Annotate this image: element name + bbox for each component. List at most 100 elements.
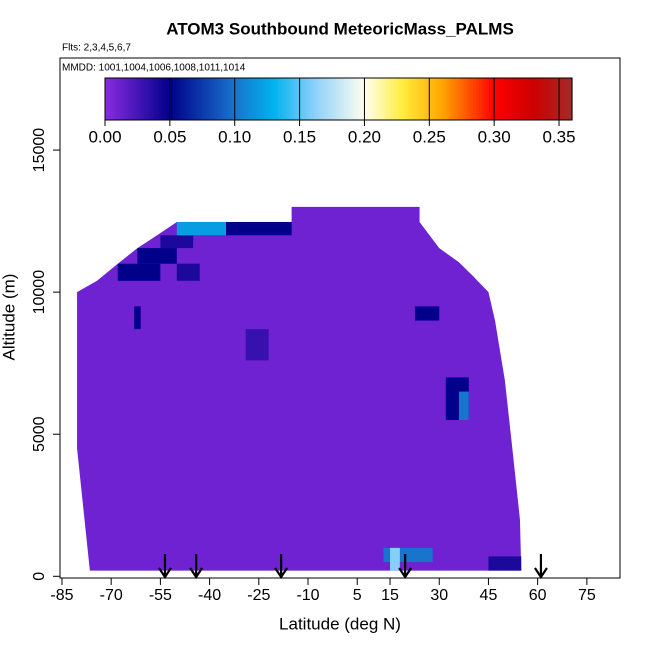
- heat-cell: [245, 329, 269, 361]
- colorbar-swatch: [242, 78, 246, 120]
- colorbar-swatch: [450, 78, 454, 120]
- heat-cell: [176, 263, 200, 281]
- colorbar-swatch: [390, 78, 394, 120]
- colorbar-swatch: [180, 78, 184, 120]
- y-tick-label: 5000: [31, 416, 48, 452]
- colorbar-swatch: [175, 78, 179, 120]
- colorbar-swatch: [348, 78, 353, 120]
- colorbar-swatch: [411, 78, 415, 120]
- heat-cell: [137, 248, 177, 264]
- colorbar-swatch: [460, 78, 464, 120]
- colorbar-swatch: [522, 78, 526, 120]
- colorbar-swatch: [245, 78, 249, 120]
- colorbar-swatch: [255, 78, 259, 120]
- colorbar-swatch: [535, 78, 539, 120]
- colorbar-swatch: [346, 78, 350, 120]
- colorbar-swatch: [234, 78, 238, 120]
- colorbar-swatch: [146, 78, 150, 120]
- colorbar-swatch: [431, 78, 436, 120]
- subtitle: Flts: 2,3,4,5,6,7: [62, 43, 131, 54]
- colorbar-swatch: [216, 78, 220, 120]
- y-tick-label: 0: [31, 572, 48, 581]
- x-tick-label: -55: [149, 587, 172, 604]
- colorbar-swatch: [421, 78, 425, 120]
- plot-frame: [59, 57, 621, 579]
- colorbar-swatch: [517, 78, 521, 120]
- colorbar-swatch: [538, 78, 542, 120]
- colorbar-swatch: [491, 78, 495, 120]
- heat-cell: [160, 235, 194, 249]
- colorbar-swatch: [263, 78, 267, 120]
- x-tick-label: 30: [430, 587, 448, 604]
- colorbar-swatch: [380, 78, 384, 120]
- colorbar-frame: [104, 77, 573, 121]
- colorbar-swatch: [504, 78, 508, 120]
- colorbar-swatch: [133, 78, 137, 120]
- x-tick-label: -40: [198, 587, 221, 604]
- colorbar-swatch: [457, 78, 462, 120]
- colorbar-swatch: [162, 78, 166, 120]
- colorbar-swatch: [291, 78, 295, 120]
- colorbar-swatch: [470, 78, 475, 120]
- colorbar-swatch: [540, 78, 545, 120]
- colorbar-swatch: [105, 78, 109, 120]
- colorbar-swatch: [405, 78, 410, 120]
- colorbar-swatch: [203, 78, 207, 120]
- colorbar-swatch: [338, 78, 342, 120]
- colorbar-swatch: [564, 78, 568, 120]
- colorbar-swatch: [200, 78, 205, 120]
- colorbar-swatch: [198, 78, 202, 120]
- flight-arrow: [189, 554, 204, 579]
- colorbar-swatch: [553, 78, 558, 120]
- y-axis-label: Altitude (m): [0, 274, 18, 361]
- colorbar-swatch: [356, 78, 360, 120]
- colorbar-swatch: [226, 78, 231, 120]
- chart-title: ATOM3 Southbound MeteoricMass_PALMS: [166, 19, 514, 38]
- y-tick-label: 15000: [31, 128, 48, 173]
- colorbar-swatch: [359, 78, 363, 120]
- colorbar-swatch: [569, 78, 573, 120]
- colorbar-swatch: [296, 78, 301, 120]
- colorbar-swatch: [463, 78, 467, 120]
- colorbar-swatch: [442, 78, 446, 120]
- colorbar-swatch: [377, 78, 381, 120]
- colorbar-swatch: [195, 78, 199, 120]
- colorbar-swatch: [400, 78, 404, 120]
- colorbar-swatch: [289, 78, 293, 120]
- colorbar-swatch: [260, 78, 264, 120]
- colorbar-swatch: [193, 78, 197, 120]
- colorbar-swatch: [533, 78, 537, 120]
- colorbar-swatch: [136, 78, 140, 120]
- heat-cell: [176, 221, 226, 236]
- colorbar-swatch: [208, 78, 212, 120]
- colorbar-swatch: [110, 78, 114, 120]
- x-tick-label: 60: [529, 587, 547, 604]
- colorbar-swatch: [354, 78, 358, 120]
- colorbar-swatch: [546, 78, 550, 120]
- colorbar-swatch: [494, 78, 498, 120]
- colorbar-swatch: [328, 78, 332, 120]
- colorbar-swatch: [512, 78, 516, 120]
- colorbar-swatch: [250, 78, 254, 120]
- colorbar-swatch: [284, 78, 288, 120]
- colorbar-swatch: [333, 78, 337, 120]
- colorbar-swatch: [265, 78, 270, 120]
- colorbar-swatch: [382, 78, 386, 120]
- colorbar-swatch: [206, 78, 210, 120]
- curtain: [77, 206, 522, 571]
- colorbar-swatch: [164, 78, 168, 120]
- colorbar-swatch: [566, 78, 571, 120]
- colorbar-swatch: [374, 78, 379, 120]
- colorbar-swatch: [232, 78, 236, 120]
- colorbar-swatch: [408, 78, 412, 120]
- colorbar-swatch: [143, 78, 148, 120]
- colorbar-swatch: [185, 78, 189, 120]
- colorbar-tick-label: 0.25: [413, 127, 446, 146]
- colorbar-swatch: [177, 78, 181, 120]
- colorbar-swatch: [325, 78, 329, 120]
- colorbar-swatch: [128, 78, 132, 120]
- colorbar-swatch: [309, 78, 314, 120]
- colorbar-swatch: [369, 78, 373, 120]
- colorbar-swatch: [268, 78, 272, 120]
- colorbar-swatch: [403, 78, 407, 120]
